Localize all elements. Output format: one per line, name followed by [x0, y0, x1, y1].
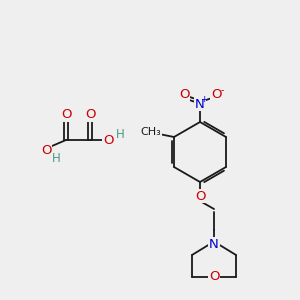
Text: CH₃: CH₃ — [141, 127, 161, 137]
Text: O: O — [195, 190, 205, 202]
Text: O: O — [179, 88, 189, 101]
Text: O: O — [209, 271, 219, 284]
Text: H: H — [52, 152, 60, 164]
Text: O: O — [61, 109, 71, 122]
Text: O: O — [85, 109, 95, 122]
Text: -: - — [220, 85, 224, 95]
Text: O: O — [41, 143, 51, 157]
Text: O: O — [211, 88, 221, 101]
Text: H: H — [116, 128, 124, 140]
Text: N: N — [209, 238, 219, 250]
Text: N: N — [195, 98, 205, 110]
Text: O: O — [103, 134, 113, 146]
Text: +: + — [200, 94, 208, 103]
